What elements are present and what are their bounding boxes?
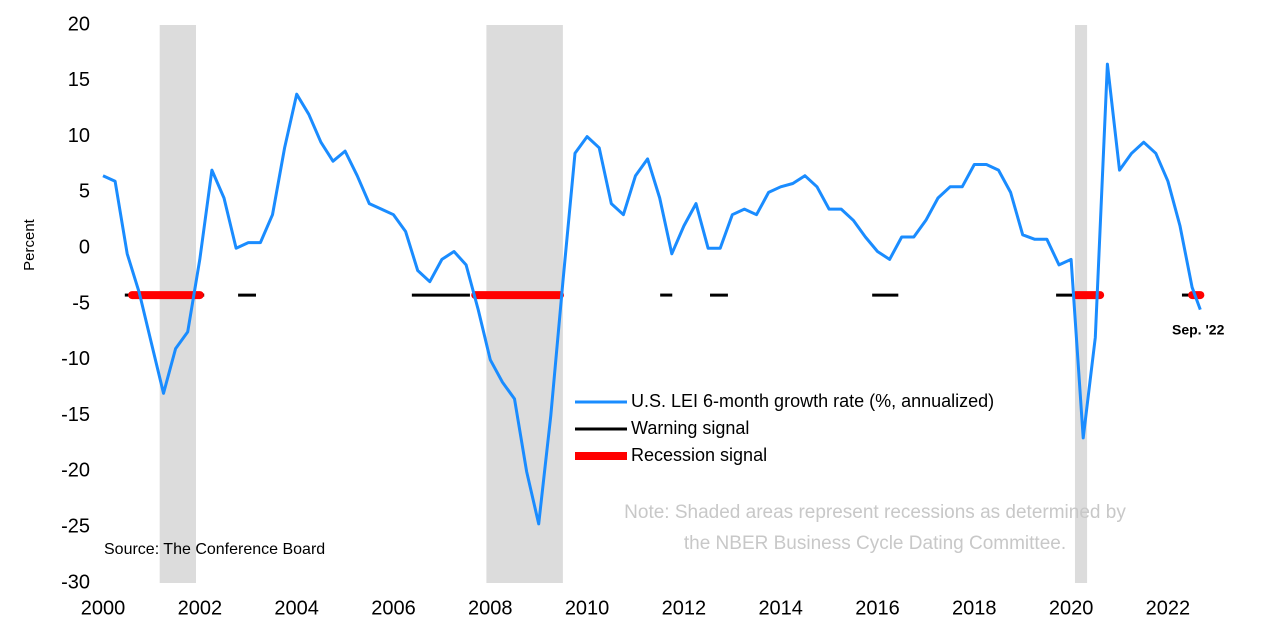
end-label: Sep. '22 [1172, 322, 1225, 338]
legend-label: Recession signal [631, 445, 767, 465]
note: Note: Shaded areas represent recessions … [624, 502, 1126, 523]
y-tick-label: -25 [61, 515, 90, 537]
legend-label: U.S. LEI 6-month growth rate (%, annuali… [631, 391, 994, 411]
y-tick-label: 10 [68, 125, 90, 147]
y-axis-label: Percent [21, 218, 38, 271]
x-tick-label: 2010 [565, 597, 610, 619]
y-tick-label: -30 [61, 571, 90, 593]
x-tick-label: 2022 [1146, 597, 1191, 619]
x-tick-label: 2004 [274, 597, 319, 619]
x-tick-label: 2014 [758, 597, 803, 619]
x-tick-label: 2016 [855, 597, 900, 619]
x-tick-label: 2006 [371, 597, 416, 619]
note: the NBER Business Cycle Dating Committee… [684, 533, 1066, 554]
y-tick-label: -15 [61, 404, 90, 426]
data-line [102, 62, 1202, 526]
x-tick-label: 2008 [468, 597, 513, 619]
y-tick-label: -20 [61, 460, 90, 482]
x-tick-label: 2000 [81, 597, 126, 619]
y-tick-label: -5 [72, 292, 90, 314]
y-tick-label: -10 [61, 348, 90, 370]
x-tick-label: 2012 [662, 597, 707, 619]
x-tick-label: 2018 [952, 597, 997, 619]
recession-shade [486, 25, 563, 583]
source: Source: The Conference Board [104, 541, 325, 558]
y-tick-label: 5 [79, 181, 90, 203]
recession-shade [1074, 25, 1088, 583]
x-tick-label: 2002 [178, 597, 223, 619]
legend-label: Warning signal [631, 418, 749, 438]
y-tick-label: 20 [68, 13, 90, 35]
recession-shade [159, 25, 196, 583]
y-tick-label: 0 [79, 236, 90, 258]
y-tick-label: 15 [68, 69, 90, 91]
x-tick-label: 2020 [1049, 597, 1094, 619]
